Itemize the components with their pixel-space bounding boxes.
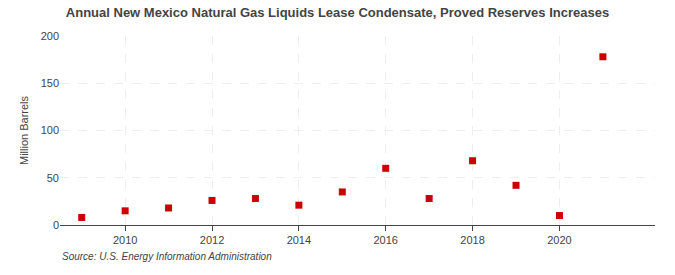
svg-text:2014: 2014 — [287, 234, 311, 246]
svg-text:100: 100 — [41, 124, 59, 136]
svg-text:0: 0 — [53, 219, 59, 231]
svg-text:Annual New Mexico Natural Gas: Annual New Mexico Natural Gas Liquids Le… — [66, 5, 609, 20]
svg-text:2016: 2016 — [373, 234, 397, 246]
svg-text:2012: 2012 — [200, 234, 224, 246]
svg-text:150: 150 — [41, 77, 59, 89]
svg-text:Source: U.S. Energy Informatio: Source: U.S. Energy Information Administ… — [62, 251, 272, 262]
svg-text:200: 200 — [41, 30, 59, 42]
svg-text:Million Barrels: Million Barrels — [18, 95, 30, 165]
svg-text:2010: 2010 — [113, 234, 137, 246]
svg-text:50: 50 — [47, 172, 59, 184]
svg-text:2018: 2018 — [460, 234, 484, 246]
svg-text:2020: 2020 — [547, 234, 571, 246]
